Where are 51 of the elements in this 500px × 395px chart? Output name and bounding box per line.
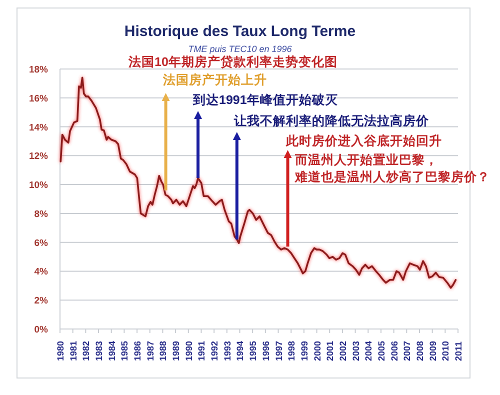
x-tick-label: 1980 xyxy=(56,340,66,361)
x-tick-label: 1983 xyxy=(94,340,104,361)
annotation: 让我不解利率的降低无法拉高房价 xyxy=(233,113,430,128)
x-tick-label: 1998 xyxy=(286,340,297,361)
x-tick-label: 1987 xyxy=(145,340,156,361)
text: 法国10年期房产贷款利率走势变化图 xyxy=(128,54,338,69)
y-tick-label: 6% xyxy=(34,238,49,249)
x-tick-label: 1997 xyxy=(274,340,284,361)
x-tick-label: 1994 xyxy=(235,340,246,361)
y-tick-label: 12% xyxy=(28,151,49,162)
annotation: 此时房价进入谷底开始回升 xyxy=(285,133,442,148)
x-tick-label: 1982 xyxy=(81,340,92,361)
x-tick-label: 2004 xyxy=(364,340,374,361)
annotation: 到达1991年峰值开始破灭 xyxy=(192,93,338,107)
y-tick-label: 10% xyxy=(28,180,49,192)
x-tick-label: 2003 xyxy=(350,340,361,361)
x-tick-label: 2010 xyxy=(440,340,451,361)
y-tick-label: 2% xyxy=(34,296,49,307)
annotation: 法国房产开始上升 xyxy=(162,72,267,87)
x-tick-label: 1988 xyxy=(158,340,168,361)
x-tick-label: 1991 xyxy=(196,340,207,361)
x-tick-label: 2005 xyxy=(376,340,386,361)
x-tick-label: 1985 xyxy=(120,340,130,361)
x-tick-label: 2009 xyxy=(428,340,438,361)
y-tick-label: 8% xyxy=(34,208,49,220)
chart-title: Historique des Taux Long Terme xyxy=(124,23,356,40)
x-tick-label: 1981 xyxy=(68,340,78,361)
y-tick-label: 4% xyxy=(34,266,49,278)
x-tick-label: 1984 xyxy=(106,340,117,361)
x-tick-label: 1996 xyxy=(260,340,271,361)
y-tick-label: 14% xyxy=(28,122,49,134)
x-tick-label: 2007 xyxy=(402,340,412,361)
x-tick-label: 1986 xyxy=(132,340,143,361)
chart-subtitle: TME puis TEC10 en 1996 xyxy=(188,44,292,54)
x-tick-label: 1999 xyxy=(299,340,310,361)
x-tick-label: 2011 xyxy=(454,341,464,361)
x-tick-label: 2008 xyxy=(414,340,425,361)
x-tick-label: 2002 xyxy=(338,340,348,361)
annotation: 而温州人开始置业巴黎， xyxy=(294,153,438,167)
x-tick-label: 2006 xyxy=(389,340,400,361)
annotation: 难道也是温州人炒高了巴黎房价？ xyxy=(294,169,490,184)
y-tick-label: 16% xyxy=(28,93,49,104)
x-tick-label: 1989 xyxy=(171,340,182,361)
y-tick-label: 0% xyxy=(34,324,49,336)
x-tick-label: 1993 xyxy=(222,340,232,361)
x-tick-label: 2000 xyxy=(312,340,322,361)
x-tick-label: 1992 xyxy=(210,340,220,361)
y-tick-label: 18% xyxy=(28,64,49,76)
x-tick-label: 1990 xyxy=(184,340,194,361)
x-tick-label: 2001 xyxy=(325,340,336,361)
x-tick-label: 1995 xyxy=(248,340,258,361)
